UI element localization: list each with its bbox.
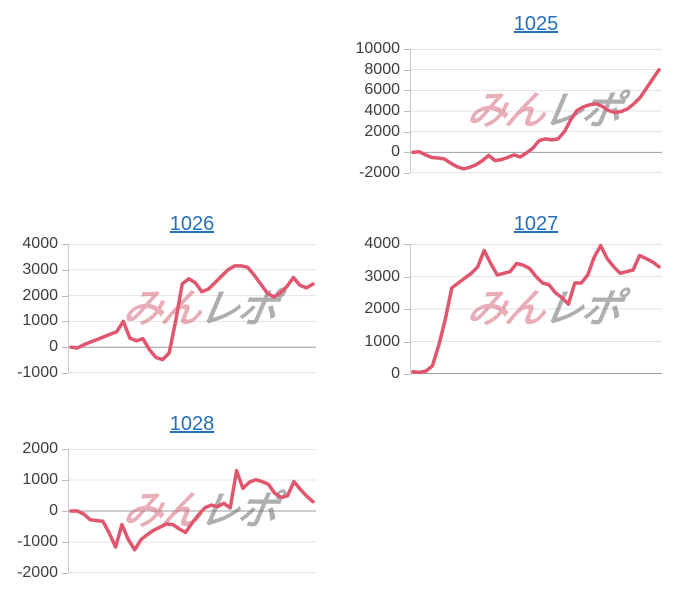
chart-panel: 1027 4000 3000 2000 1000 0 みんレポ xyxy=(350,200,700,400)
y-tick-label: 2000 xyxy=(364,122,400,140)
y-axis: 4000 3000 2000 1000 0 -1000 xyxy=(0,236,68,381)
y-tick-mark xyxy=(62,269,68,271)
y-tick-label: 0 xyxy=(49,502,58,519)
y-tick-label: 1000 xyxy=(364,332,400,350)
y-axis: 4000 3000 2000 1000 0 xyxy=(350,236,410,382)
y-tick-label: -2000 xyxy=(17,564,58,581)
y-tick-mark xyxy=(404,131,410,133)
y-tick-label: 4000 xyxy=(364,102,400,119)
y-tick-mark xyxy=(404,244,410,245)
plot-area: みんレポ xyxy=(410,243,662,375)
y-tick-mark xyxy=(62,295,68,297)
y-tick-label: 3000 xyxy=(364,267,400,285)
plot-area: みんレポ xyxy=(68,449,316,573)
y-tick-mark xyxy=(62,449,68,450)
chart-title-row: 1027 xyxy=(410,212,662,236)
y-tick-mark xyxy=(404,90,410,92)
y-tick-mark xyxy=(62,373,68,374)
plot-area: みんレポ xyxy=(68,244,316,373)
y-tick-label: 0 xyxy=(391,143,400,161)
y-tick-mark xyxy=(404,111,410,112)
chart-title-link[interactable]: 1027 xyxy=(513,213,559,235)
y-tick-mark xyxy=(404,49,410,50)
chart-title-link[interactable]: 1025 xyxy=(513,13,559,35)
y-tick-mark xyxy=(62,542,68,543)
chart-title-link[interactable]: 1026 xyxy=(169,213,215,235)
y-tick-label: 6000 xyxy=(364,81,400,99)
series-line-svg xyxy=(69,468,315,552)
y-tick-mark xyxy=(404,276,410,278)
y-tick-label: 8000 xyxy=(364,60,400,78)
y-tick-label: 3000 xyxy=(22,260,58,278)
series-line-svg xyxy=(69,264,315,362)
empty-cell xyxy=(350,400,700,600)
y-tick-label: 0 xyxy=(49,338,58,356)
chart-body: 10000 8000 6000 4000 2000 0 -2000 みんレポ xyxy=(350,41,700,181)
y-tick-label: 4000 xyxy=(22,235,58,252)
y-tick-label: 1000 xyxy=(22,471,58,488)
y-tick-label: 4000 xyxy=(364,235,400,252)
chart-title-row: 1026 xyxy=(68,212,316,236)
plot-area: みんレポ xyxy=(410,49,662,173)
y-tick-label: -1000 xyxy=(17,533,58,550)
y-tick-mark xyxy=(404,341,410,343)
y-tick-mark xyxy=(404,309,410,310)
chart-panel: 1028 2000 1000 0 -1000 -2000 みんレポ xyxy=(0,400,350,600)
gridlines-svg xyxy=(68,449,316,573)
y-tick-mark xyxy=(404,374,410,375)
y-axis: 2000 1000 0 -1000 -2000 xyxy=(0,441,68,581)
series-line-svg xyxy=(411,243,661,375)
y-tick-mark xyxy=(404,173,410,174)
y-tick-label: 0 xyxy=(391,365,400,382)
y-tick-mark xyxy=(62,244,68,245)
chart-title-row: 1025 xyxy=(410,12,662,36)
y-tick-mark xyxy=(62,321,68,323)
y-tick-label: 10000 xyxy=(355,40,401,57)
y-tick-mark xyxy=(62,347,68,349)
y-tick-label: 2000 xyxy=(22,286,58,304)
y-tick-label: 2000 xyxy=(22,440,58,457)
chart-body: 2000 1000 0 -1000 -2000 みんレポ xyxy=(0,441,350,581)
y-tick-mark xyxy=(404,69,410,71)
gridlines-svg xyxy=(410,49,662,173)
y-tick-mark xyxy=(404,152,410,154)
y-tick-label: 2000 xyxy=(364,300,400,317)
gridlines-svg xyxy=(68,244,316,373)
y-tick-mark xyxy=(62,573,68,574)
series-line-svg xyxy=(411,67,661,171)
y-tick-label: -2000 xyxy=(359,164,400,181)
y-tick-label: 1000 xyxy=(22,312,58,330)
y-tick-mark xyxy=(62,511,68,512)
chart-body: 4000 3000 2000 1000 0 みんレポ xyxy=(350,236,700,382)
chart-title-link[interactable]: 1028 xyxy=(169,413,215,435)
chart-panel: 1025 10000 8000 6000 4000 2000 0 -2000 みんレポ xyxy=(350,0,700,200)
chart-panel: 1026 4000 3000 2000 1000 0 -1000 みんレポ xyxy=(0,200,350,400)
y-tick-mark xyxy=(62,480,68,481)
y-axis: 10000 8000 6000 4000 2000 0 -2000 xyxy=(350,41,410,181)
chart-title-row: 1028 xyxy=(68,412,316,436)
chart-body: 4000 3000 2000 1000 0 -1000 みんレポ xyxy=(0,236,350,381)
y-tick-label: -1000 xyxy=(17,364,58,381)
empty-cell xyxy=(0,0,350,200)
